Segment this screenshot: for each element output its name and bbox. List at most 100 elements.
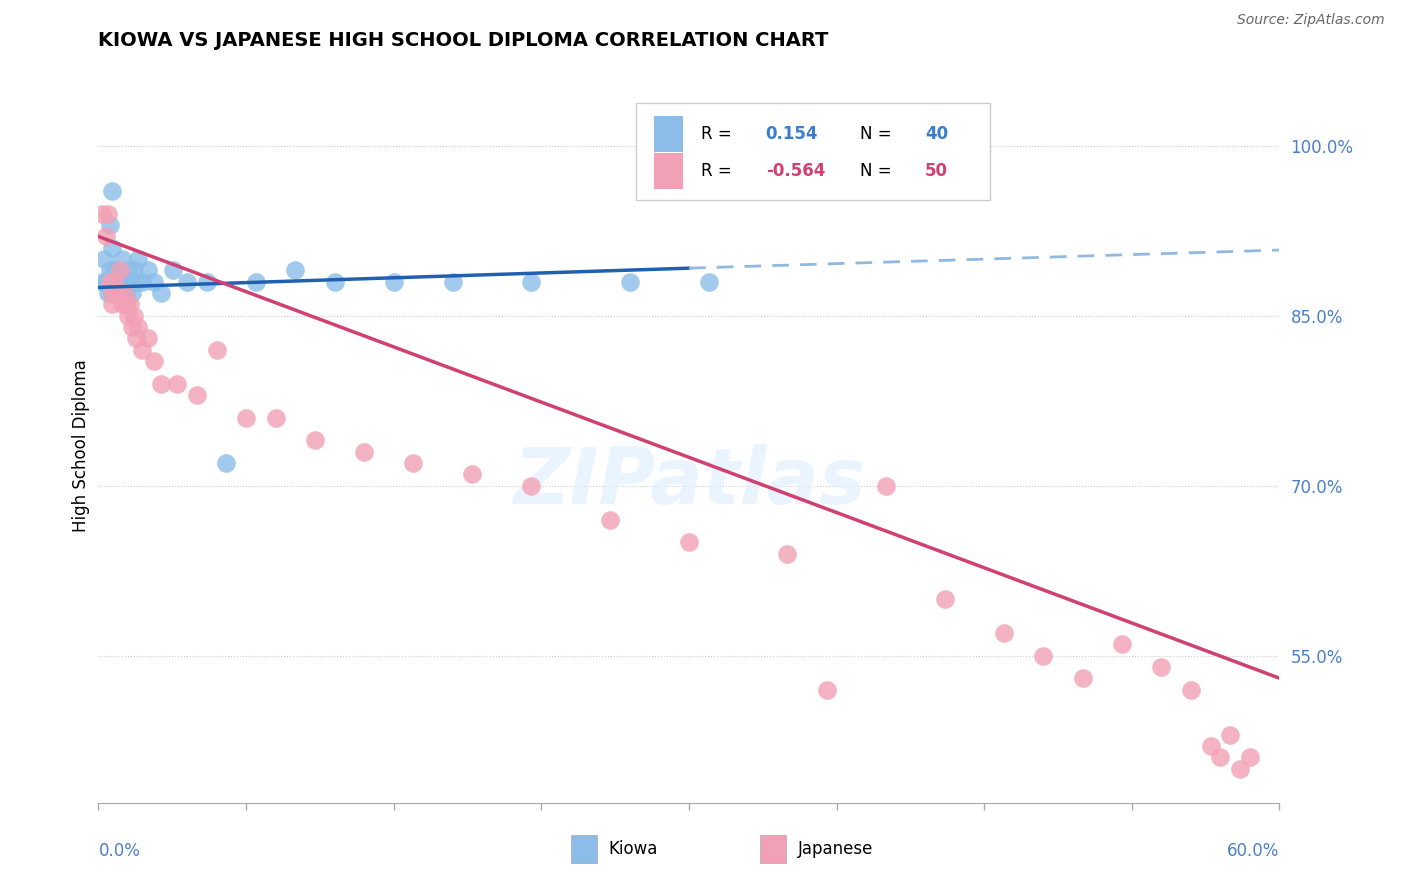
Point (108, 263, 131, 277)
Point (1150, 660, 1173, 674)
Point (98, 218, 121, 232)
Point (1219, 728, 1241, 742)
Point (103, 286, 125, 301)
Point (125, 331, 148, 345)
Point (111, 297, 134, 311)
Bar (654, 116, 683, 152)
Point (461, 467, 484, 482)
Point (136, 263, 159, 277)
Point (103, 263, 125, 277)
Point (142, 354, 165, 368)
Point (93, 252, 115, 266)
Point (1032, 648, 1054, 663)
Point (107, 275, 129, 289)
Point (118, 275, 141, 289)
Point (127, 252, 149, 266)
Text: R =: R = (700, 162, 731, 180)
Point (1209, 750, 1232, 764)
Point (1229, 762, 1251, 776)
Point (875, 478, 897, 492)
Point (166, 376, 188, 391)
Point (215, 456, 238, 470)
Point (125, 275, 148, 289)
Point (195, 275, 218, 289)
Y-axis label: High School Diploma: High School Diploma (72, 359, 90, 533)
Text: R =: R = (700, 125, 731, 143)
Point (150, 286, 173, 301)
Text: -0.564: -0.564 (766, 162, 825, 180)
Point (98, 263, 121, 277)
Point (235, 410, 257, 425)
Point (115, 297, 138, 311)
Point (97, 286, 120, 301)
Text: N =: N = (860, 125, 891, 143)
Point (142, 275, 165, 289)
Point (101, 184, 124, 198)
Point (323, 275, 346, 289)
Point (934, 591, 956, 606)
Point (103, 275, 125, 289)
Point (353, 444, 375, 458)
Point (678, 535, 700, 549)
Point (520, 275, 543, 289)
Point (101, 297, 124, 311)
Point (264, 410, 287, 425)
FancyBboxPatch shape (636, 103, 990, 200)
Point (1111, 637, 1133, 651)
Point (108, 275, 131, 289)
Point (402, 456, 425, 470)
Text: Kiowa: Kiowa (609, 840, 658, 858)
Point (1180, 682, 1202, 697)
Point (91, 275, 114, 289)
Point (520, 478, 543, 492)
Point (131, 343, 153, 357)
Point (1199, 739, 1222, 754)
Point (112, 286, 135, 301)
Point (993, 626, 1015, 640)
Bar (654, 153, 683, 189)
Bar (759, 835, 786, 863)
Text: 0.0%: 0.0% (98, 842, 141, 860)
Point (91, 207, 114, 221)
Text: Japanese: Japanese (797, 840, 873, 858)
Point (205, 343, 228, 357)
Point (121, 286, 143, 301)
Point (136, 331, 159, 345)
Point (127, 320, 149, 334)
Point (98, 275, 121, 289)
Point (97, 207, 120, 221)
Point (111, 252, 134, 266)
Point (1071, 671, 1094, 685)
Point (697, 275, 720, 289)
Bar (571, 835, 596, 863)
Point (619, 275, 641, 289)
Text: 40: 40 (925, 125, 948, 143)
Point (112, 275, 135, 289)
Point (131, 275, 153, 289)
Point (105, 286, 128, 301)
Point (96, 229, 118, 244)
Point (117, 309, 139, 323)
Text: 50: 50 (925, 162, 948, 180)
Point (107, 286, 129, 301)
Point (117, 263, 139, 277)
Point (441, 275, 464, 289)
Text: Source: ZipAtlas.com: Source: ZipAtlas.com (1237, 13, 1385, 28)
Point (162, 263, 184, 277)
Point (122, 309, 145, 323)
Point (304, 434, 326, 448)
Point (284, 263, 307, 277)
Point (118, 297, 141, 311)
Text: ZIPatlas: ZIPatlas (513, 443, 865, 520)
Point (1239, 750, 1261, 764)
Text: N =: N = (860, 162, 891, 180)
Point (101, 241, 124, 255)
Point (96, 275, 118, 289)
Point (150, 376, 173, 391)
Text: 60.0%: 60.0% (1227, 842, 1279, 860)
Text: KIOWA VS JAPANESE HIGH SCHOOL DIPLOMA CORRELATION CHART: KIOWA VS JAPANESE HIGH SCHOOL DIPLOMA CO… (98, 31, 828, 50)
Point (101, 286, 124, 301)
Point (101, 286, 124, 301)
Point (105, 275, 128, 289)
Point (176, 275, 198, 289)
